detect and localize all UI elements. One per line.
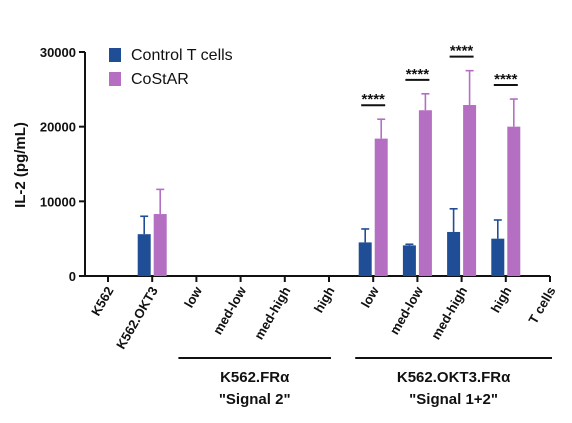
legend-label: CoStAR — [131, 71, 189, 88]
group-sublabel: "Signal 2" — [219, 391, 291, 408]
bar — [463, 105, 477, 276]
group-label: K562.FRα — [220, 369, 290, 386]
x-tick-label: T cells — [525, 284, 558, 327]
bar — [491, 238, 505, 276]
category-groups: K562.FRα "Signal 2" K562.OKT3.FRα "Signal 1… — [178, 357, 552, 408]
x-tick-label: K562.OKT3 — [113, 284, 161, 352]
legend-swatch — [109, 48, 121, 62]
significance-markers: **** **** **** **** — [361, 43, 518, 108]
bar — [447, 231, 461, 276]
bar — [507, 126, 521, 277]
significance-label: **** — [494, 71, 518, 88]
error-bars — [140, 69, 518, 246]
legend-label: Control T cells — [131, 47, 233, 64]
significance-label: **** — [362, 91, 386, 108]
x-tick-label: high — [488, 284, 515, 315]
x-tick-label: low — [181, 283, 205, 310]
y-tick-label: 30000 — [40, 45, 76, 60]
x-tick-label: med-high — [251, 284, 293, 342]
bar — [153, 214, 167, 276]
legend-swatch — [109, 72, 121, 86]
legend: Control T cells CoStAR — [109, 47, 233, 88]
x-tick-label: K562 — [88, 284, 117, 318]
y-tick-label: 0 — [69, 269, 76, 284]
significance-label: **** — [450, 43, 474, 60]
significance-label: **** — [406, 66, 430, 83]
x-tick-label: med-low — [210, 283, 250, 337]
bar — [374, 138, 388, 276]
x-tick-label: high — [311, 284, 338, 315]
bar — [358, 242, 372, 276]
y-tick-label: 10000 — [40, 194, 76, 209]
y-tick-label: 20000 — [40, 120, 76, 135]
bar — [137, 234, 151, 276]
group-label: K562.OKT3.FRα — [397, 369, 511, 386]
x-tick-label: med-high — [428, 284, 470, 342]
bars — [137, 105, 521, 277]
bar — [418, 110, 432, 277]
y-axis: 0 10000 20000 30000 — [40, 45, 86, 284]
group-sublabel: "Signal 1+2" — [409, 391, 498, 408]
x-tick-label: med-low — [387, 283, 427, 337]
y-axis-label: IL-2 (pg/mL) — [12, 122, 29, 208]
x-tick-label: low — [358, 283, 382, 310]
bar — [402, 245, 416, 276]
